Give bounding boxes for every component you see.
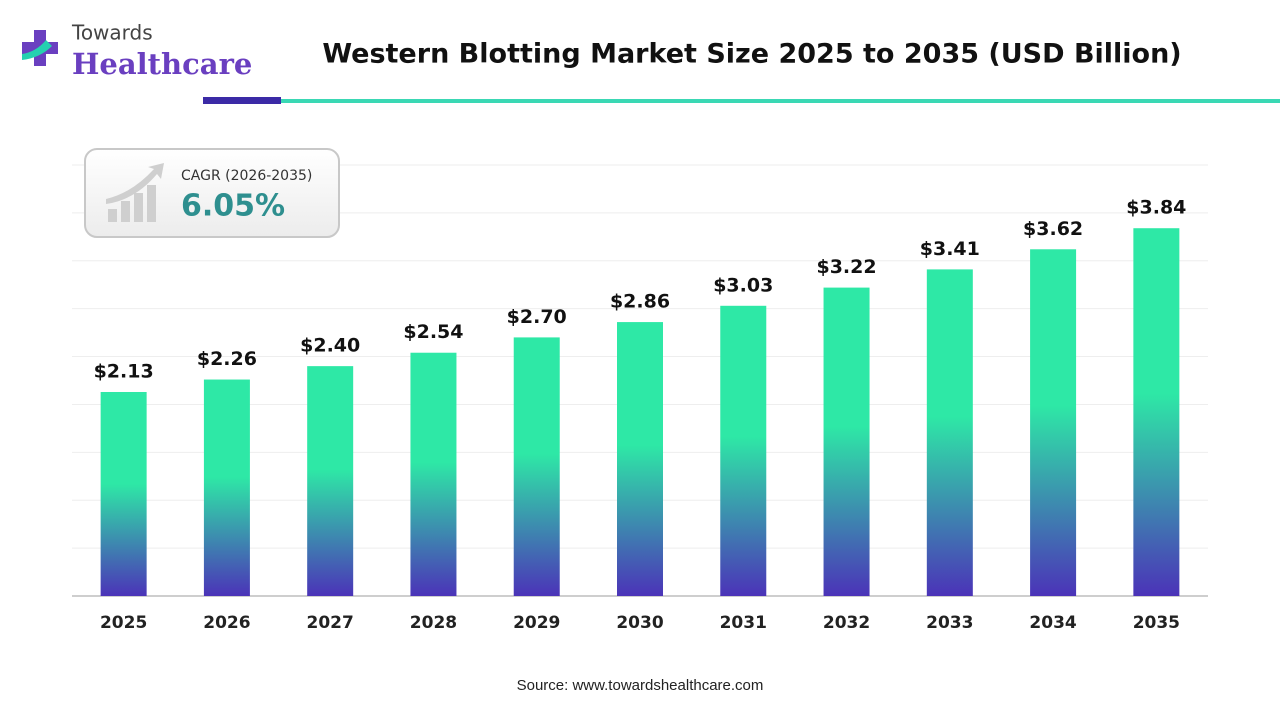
cagr-box: CAGR (2026-2035) 6.05% (84, 148, 340, 238)
value-label: $3.22 (816, 256, 876, 278)
x-tick-label: 2025 (100, 613, 147, 633)
bar (617, 322, 663, 596)
x-tick-label: 2027 (307, 613, 354, 633)
bar (513, 337, 560, 596)
bar (1133, 228, 1180, 597)
logo-text: Healthcare (72, 47, 252, 81)
value-label: $2.13 (94, 360, 154, 382)
bar (203, 379, 250, 596)
bar (720, 305, 767, 596)
x-tick-label: 2031 (720, 613, 767, 633)
x-tick-label: 2034 (1029, 613, 1076, 633)
x-tick-label: 2028 (410, 613, 457, 633)
x-tick-label: 2030 (616, 613, 663, 633)
value-label: $2.40 (300, 335, 360, 357)
value-label: $3.84 (1126, 197, 1186, 219)
annotation-value: 6.05% (181, 189, 285, 224)
source: Source: www.towardshealthcare.com (517, 677, 764, 694)
bar (1030, 249, 1077, 597)
header-rule (203, 97, 281, 104)
value-label: $3.03 (713, 274, 773, 296)
logo-text: Towards (71, 21, 153, 45)
x-tick-label: 2033 (926, 613, 973, 633)
logo: Towards Healthcare (22, 21, 252, 81)
header-rule (281, 99, 1280, 103)
bar (410, 352, 457, 596)
annotation-label: CAGR (2026-2035) (181, 168, 312, 184)
value-label: $3.41 (920, 238, 980, 260)
value-label: $2.70 (507, 306, 567, 328)
bar (926, 269, 973, 596)
x-tick-label: 2032 (823, 613, 870, 633)
value-label: $3.62 (1023, 218, 1083, 240)
chart-title: Western Blotting Market Size 2025 to 203… (322, 39, 1181, 70)
bar (100, 391, 147, 596)
x-tick-label: 2035 (1133, 613, 1180, 633)
bar (307, 366, 354, 596)
value-label: $2.26 (197, 348, 257, 370)
value-label: $2.54 (403, 321, 463, 343)
x-tick-label: 2029 (513, 613, 560, 633)
x-tick-label: 2026 (203, 613, 250, 633)
bar (823, 287, 870, 596)
value-label: $2.86 (610, 291, 670, 313)
